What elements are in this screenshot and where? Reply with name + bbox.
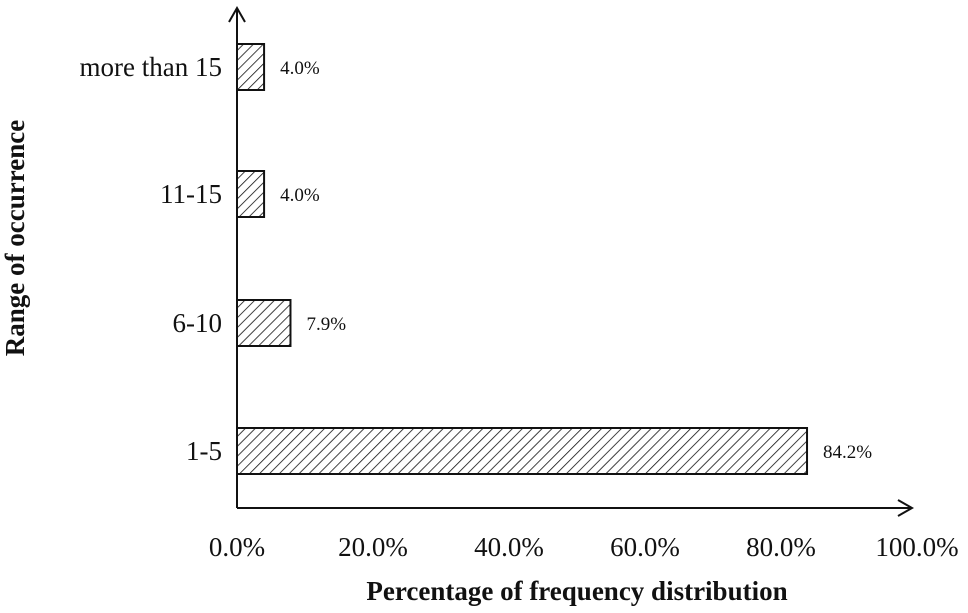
bar-6-10: [236, 299, 292, 347]
data-label: 7.9%: [306, 314, 346, 335]
bar-more-than-15: [236, 43, 266, 91]
data-label: 84.2%: [823, 442, 872, 463]
y-tick-label: 6-10: [173, 308, 223, 338]
x-axis-title: Percentage of frequency distribution: [366, 576, 787, 606]
y-tick-label: more than 15: [80, 52, 222, 82]
bars-group: [236, 43, 809, 475]
x-tick-label: 40.0%: [474, 532, 544, 562]
y-tick-label: 1-5: [186, 436, 222, 466]
x-tick-label: 20.0%: [338, 532, 408, 562]
bar-11-15: [236, 170, 266, 218]
y-axis-title: Range of occurrence: [0, 120, 30, 356]
y-tick-label: 11-15: [160, 179, 222, 209]
x-tick-labels: 0.0% 20.0% 40.0% 60.0% 80.0% 100.0%: [209, 532, 959, 562]
x-tick-label: 0.0%: [209, 532, 265, 562]
x-axis-arrowhead: [897, 499, 915, 517]
bar-1-5: [236, 427, 809, 475]
x-tick-label: 60.0%: [610, 532, 680, 562]
data-labels: 84.2% 7.9% 4.0% 4.0%: [280, 58, 872, 463]
y-tick-labels: 1-5 6-10 11-15 more than 15: [80, 52, 222, 466]
data-label: 4.0%: [280, 185, 320, 206]
x-tick-label: 100.0%: [875, 532, 958, 562]
data-label: 4.0%: [280, 58, 320, 79]
x-tick-label: 80.0%: [746, 532, 816, 562]
y-axis-arrowhead: [228, 5, 246, 23]
